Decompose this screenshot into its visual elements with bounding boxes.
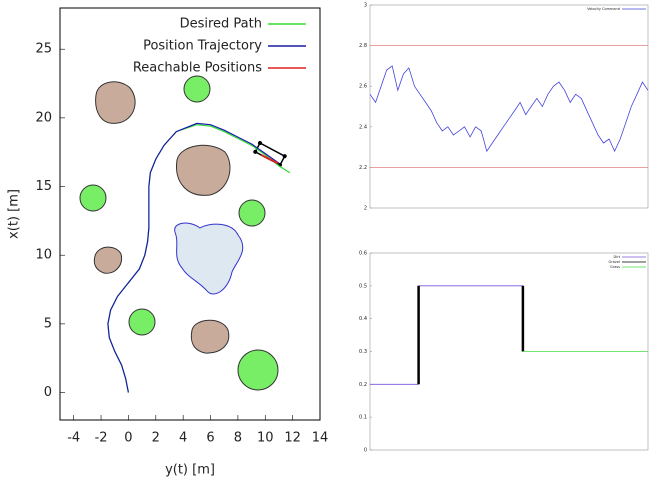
x-tick-label: 4 bbox=[179, 431, 187, 446]
y-tick-label: 0 bbox=[44, 385, 52, 400]
y-tick-label: 5 bbox=[44, 316, 52, 331]
y-tick-label: 0.4 bbox=[359, 316, 367, 322]
obstacle bbox=[129, 309, 155, 335]
x-tick-label: 10 bbox=[257, 431, 274, 446]
obstacle bbox=[191, 320, 228, 353]
legend-label: Grass bbox=[610, 265, 620, 269]
y-tick-label: 2.6 bbox=[359, 84, 367, 90]
obstacle bbox=[239, 200, 265, 226]
x-axis-label: y(t) [m] bbox=[165, 463, 215, 478]
series-line bbox=[370, 286, 523, 385]
y-tick-label: 0.6 bbox=[359, 251, 367, 257]
y-tick-label: 15 bbox=[35, 179, 52, 194]
legend-label: Desired Path bbox=[180, 17, 262, 32]
x-tick-label: 0 bbox=[124, 431, 132, 446]
chart: 0 5 10 15 20 25 -4 -2 0 2 4 6 8 10 12 14 y(t) [m] x(t) [m… bbox=[7, 8, 329, 478]
obstacle bbox=[175, 223, 243, 294]
y-tick-label: 2 bbox=[364, 206, 367, 212]
vehicle bbox=[253, 140, 288, 167]
obstacle bbox=[238, 350, 278, 390]
y-axis-label: x(t) [m] bbox=[7, 189, 22, 239]
legend-label: Reachable Positions bbox=[133, 61, 262, 76]
legend-label: Gravel bbox=[609, 260, 621, 264]
obstacle bbox=[94, 247, 121, 273]
y-tick-label: 3 bbox=[364, 3, 367, 9]
y-tick-label: 0.1 bbox=[359, 415, 367, 421]
legend-label: Position Trajectory bbox=[143, 39, 262, 54]
y-tick-label: 2.2 bbox=[359, 165, 367, 171]
y-tick-label: 0.5 bbox=[359, 283, 367, 289]
plot-frame bbox=[370, 5, 648, 208]
series-line bbox=[419, 286, 523, 385]
y-tick-label: 0.2 bbox=[359, 382, 367, 388]
x-tick-label: 14 bbox=[312, 431, 329, 446]
y-tick-label: 25 bbox=[35, 42, 52, 57]
x-tick-label: 8 bbox=[234, 431, 242, 446]
obstacle bbox=[184, 76, 210, 102]
y-tick-label: 2.4 bbox=[359, 124, 367, 130]
y-tick-label: 0 bbox=[364, 448, 367, 454]
x-tick-label: -2 bbox=[95, 431, 108, 446]
chart: 2 2.2 2.4 2.6 2.8 3 Velocity Command bbox=[359, 3, 648, 212]
y-tick-label: 0.3 bbox=[359, 349, 367, 355]
series-line bbox=[370, 66, 648, 151]
y-tick-label: 10 bbox=[35, 248, 52, 263]
obstacle bbox=[96, 82, 135, 124]
x-tick-label: 12 bbox=[284, 431, 301, 446]
x-tick-label: 2 bbox=[152, 431, 160, 446]
x-tick-label: 6 bbox=[206, 431, 214, 446]
x-tick-label: -4 bbox=[67, 431, 80, 446]
obstacle bbox=[177, 145, 230, 195]
screen: 0510152025-4-202468101214y(t) [m]x(t) [m… bbox=[0, 0, 649, 483]
legend-label: Dirt bbox=[614, 255, 621, 259]
y-tick-label: 20 bbox=[35, 110, 52, 125]
obstacle bbox=[80, 185, 106, 211]
y-tick-label: 2.8 bbox=[359, 43, 367, 49]
legend-label: Velocity Command bbox=[587, 7, 620, 11]
